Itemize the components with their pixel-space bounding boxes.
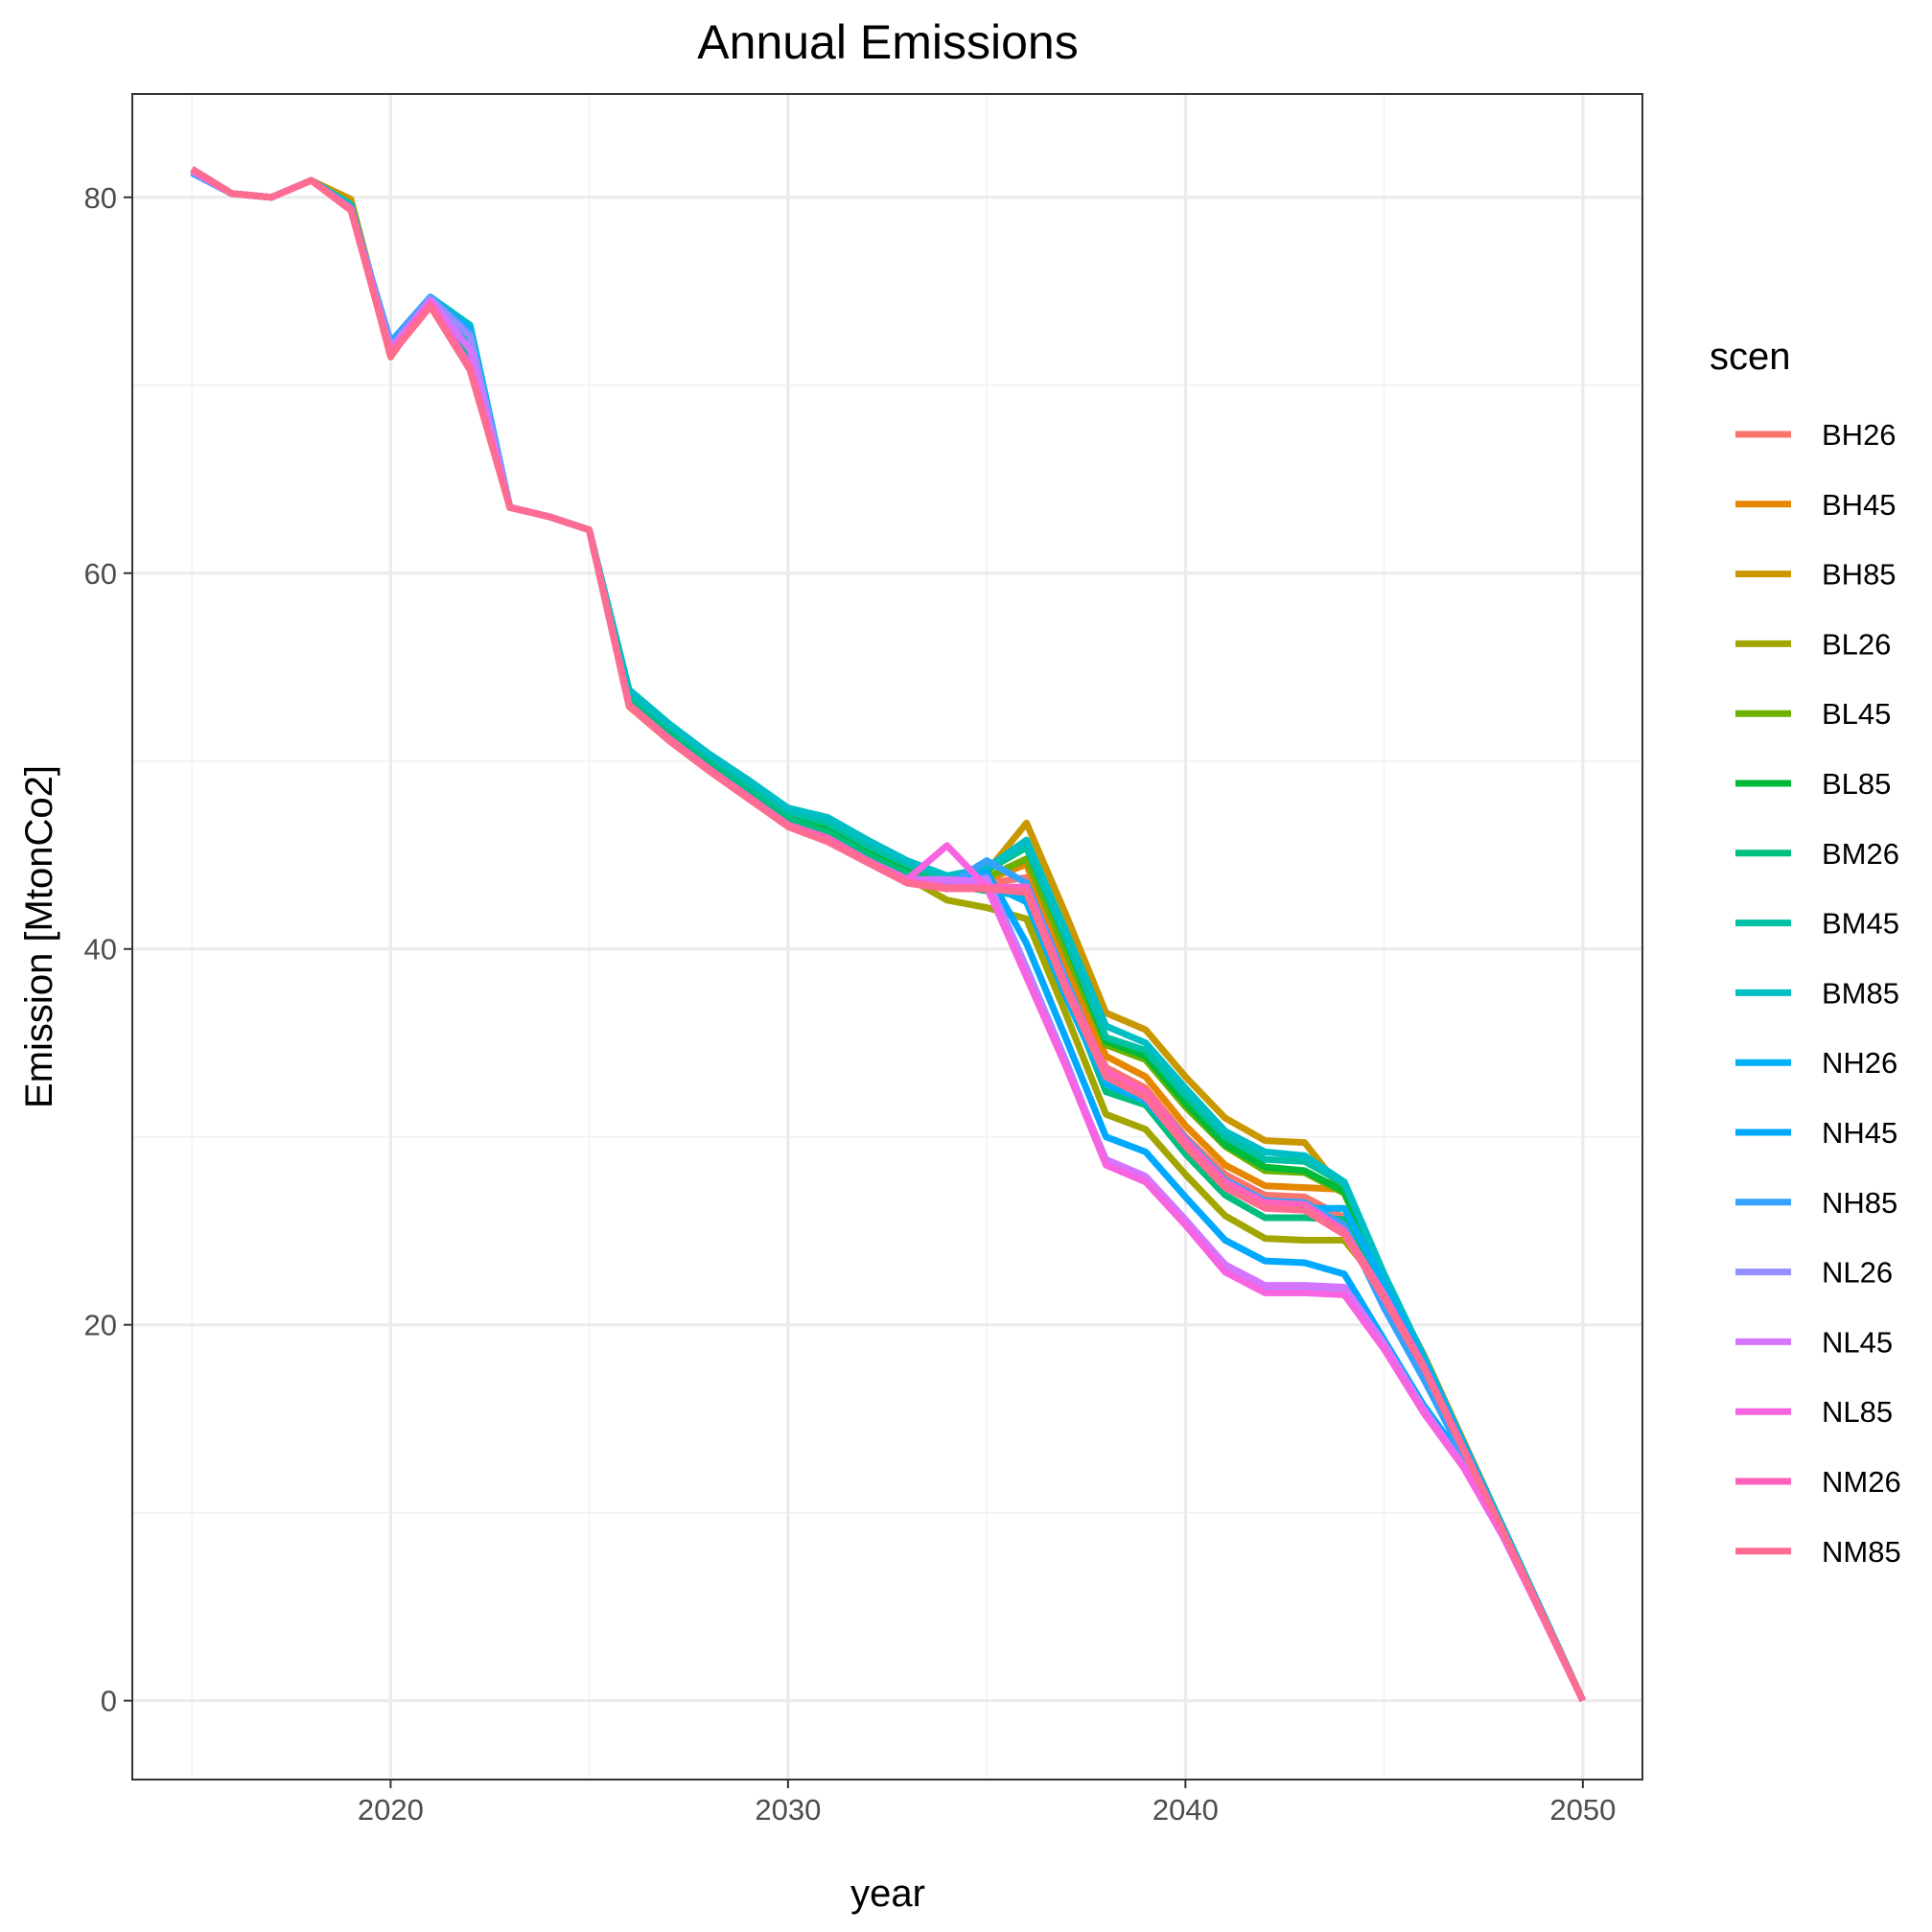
x-axis-title: year: [850, 1873, 925, 1915]
legend-title: scen: [1710, 336, 1791, 378]
x-tick-label: 2040: [1152, 1793, 1219, 1827]
legend-label-nm85: NM85: [1822, 1535, 1901, 1569]
legend-label-nh45: NH45: [1822, 1116, 1897, 1150]
y-axis: 0 20 40 60 80: [84, 181, 132, 1718]
chart-title: Annual Emissions: [697, 15, 1078, 69]
legend-label-bh45: BH45: [1822, 488, 1897, 522]
legend: scen BH26 BH45 BH85 BL26 BL45 BL85 BM26 BM45 BM8…: [1710, 336, 1901, 1569]
y-tick-label: 20: [84, 1309, 117, 1342]
x-tick-label: 2050: [1549, 1793, 1616, 1827]
legend-label-nl26: NL26: [1822, 1256, 1893, 1290]
legend-label-nh26: NH26: [1822, 1046, 1897, 1080]
legend-label-nl85: NL85: [1822, 1395, 1893, 1429]
y-axis-title: Emission [MtonCo2]: [18, 765, 60, 1108]
y-tick-label: 0: [101, 1685, 117, 1718]
legend-label-bm45: BM45: [1822, 907, 1899, 941]
legend-label-bl45: BL45: [1822, 697, 1891, 731]
legend-label-nm26: NM26: [1822, 1465, 1901, 1499]
legend-label-nl45: NL45: [1822, 1325, 1893, 1359]
x-axis: 2020 2030 2040 2050: [358, 1780, 1616, 1827]
legend-label-bh26: BH26: [1822, 418, 1897, 452]
legend-label-bl26: BL26: [1822, 627, 1891, 661]
y-tick-label: 80: [84, 181, 117, 215]
series-layer: [190, 166, 1586, 1703]
legend-label-bh85: BH85: [1822, 558, 1897, 592]
x-tick-label: 2030: [755, 1793, 821, 1827]
x-tick-label: 2020: [358, 1793, 424, 1827]
series-line-nm85: [190, 166, 1586, 1703]
legend-label-bm85: BM85: [1822, 976, 1899, 1010]
plot-border: [131, 93, 1643, 1781]
legend-label-bl85: BL85: [1822, 767, 1891, 801]
legend-label-bm26: BM26: [1822, 837, 1899, 871]
y-tick-label: 40: [84, 933, 117, 966]
legend-label-nh85: NH85: [1822, 1186, 1897, 1220]
y-tick-label: 60: [84, 557, 117, 591]
